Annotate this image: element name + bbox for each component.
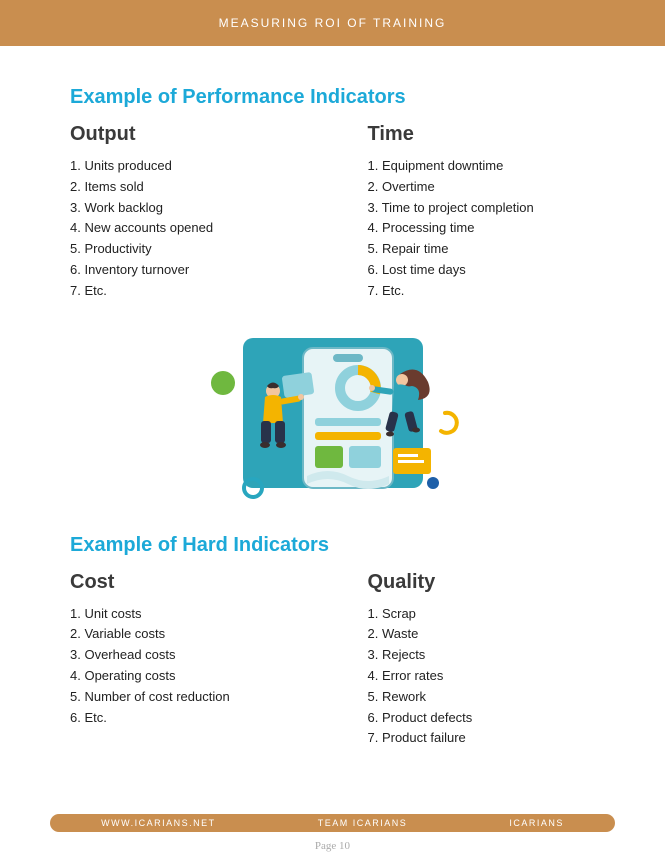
section2-left-col: Cost 1. Unit costs 2. Variable costs 3. … [70,571,298,750]
section2-right-col: Quality 1. Scrap 2. Waste 3. Rejects 4. … [328,571,596,750]
cost-list: 1. Unit costs 2. Variable costs 3. Overh… [70,604,298,729]
section1-title: Example of Performance Indicators [70,86,595,109]
list-item: 1. Equipment downtime [368,156,596,177]
illustration-container [70,328,595,508]
list-item: 4. Error rates [368,666,596,687]
list-item: 5. Rework [368,687,596,708]
list-item: 2. Overtime [368,177,596,198]
header-title: MEASURING ROI OF TRAINING [219,16,447,30]
quality-list: 1. Scrap 2. Waste 3. Rejects 4. Error ra… [368,604,596,750]
section1-left-col: Output 1. Units produced 2. Items sold 3… [70,123,298,302]
footer-bar: WWW.ICARIANS.NET TEAM ICARIANS ICARIANS [50,814,615,832]
list-item: 4. Operating costs [70,666,298,687]
list-item: 2. Waste [368,624,596,645]
footer-left: WWW.ICARIANS.NET [101,818,216,828]
list-item: 6. Lost time days [368,260,596,281]
section2: Example of Hard Indicators Cost 1. Unit … [70,534,595,750]
list-item: 5. Number of cost reduction [70,687,298,708]
output-heading: Output [70,123,298,146]
list-item: 5. Productivity [70,239,298,260]
output-list: 1. Units produced 2. Items sold 3. Work … [70,156,298,302]
list-item: 3. Work backlog [70,198,298,219]
cost-heading: Cost [70,571,298,594]
list-item: 3. Time to project completion [368,198,596,219]
list-item: 2. Variable costs [70,624,298,645]
list-item: 2. Items sold [70,177,298,198]
footer-right: ICARIANS [509,818,564,828]
section2-title: Example of Hard Indicators [70,534,595,557]
list-item: 4. Processing time [368,218,596,239]
section1-columns: Output 1. Units produced 2. Items sold 3… [70,123,595,302]
list-item: 3. Rejects [368,645,596,666]
section1-right-col: Time 1. Equipment downtime 2. Overtime 3… [328,123,596,302]
list-item: 7. Etc. [70,281,298,302]
list-item: 6. Etc. [70,708,298,729]
time-list: 1. Equipment downtime 2. Overtime 3. Tim… [368,156,596,302]
page-number: Page 10 [0,840,665,852]
header-bar: MEASURING ROI OF TRAINING [0,0,665,46]
list-item: 1. Units produced [70,156,298,177]
list-item: 1. Scrap [368,604,596,625]
footer-center: TEAM ICARIANS [318,818,408,828]
list-item: 6. Product defects [368,708,596,729]
quality-heading: Quality [368,571,596,594]
list-item: 5. Repair time [368,239,596,260]
list-item: 6. Inventory turnover [70,260,298,281]
list-item: 7. Product failure [368,728,596,749]
list-item: 1. Unit costs [70,604,298,625]
page-content: Example of Performance Indicators Output… [0,46,665,749]
list-item: 7. Etc. [368,281,596,302]
list-item: 3. Overhead costs [70,645,298,666]
section2-columns: Cost 1. Unit costs 2. Variable costs 3. … [70,571,595,750]
list-item: 4. New accounts opened [70,218,298,239]
analytics-illustration [183,328,483,508]
time-heading: Time [368,123,596,146]
